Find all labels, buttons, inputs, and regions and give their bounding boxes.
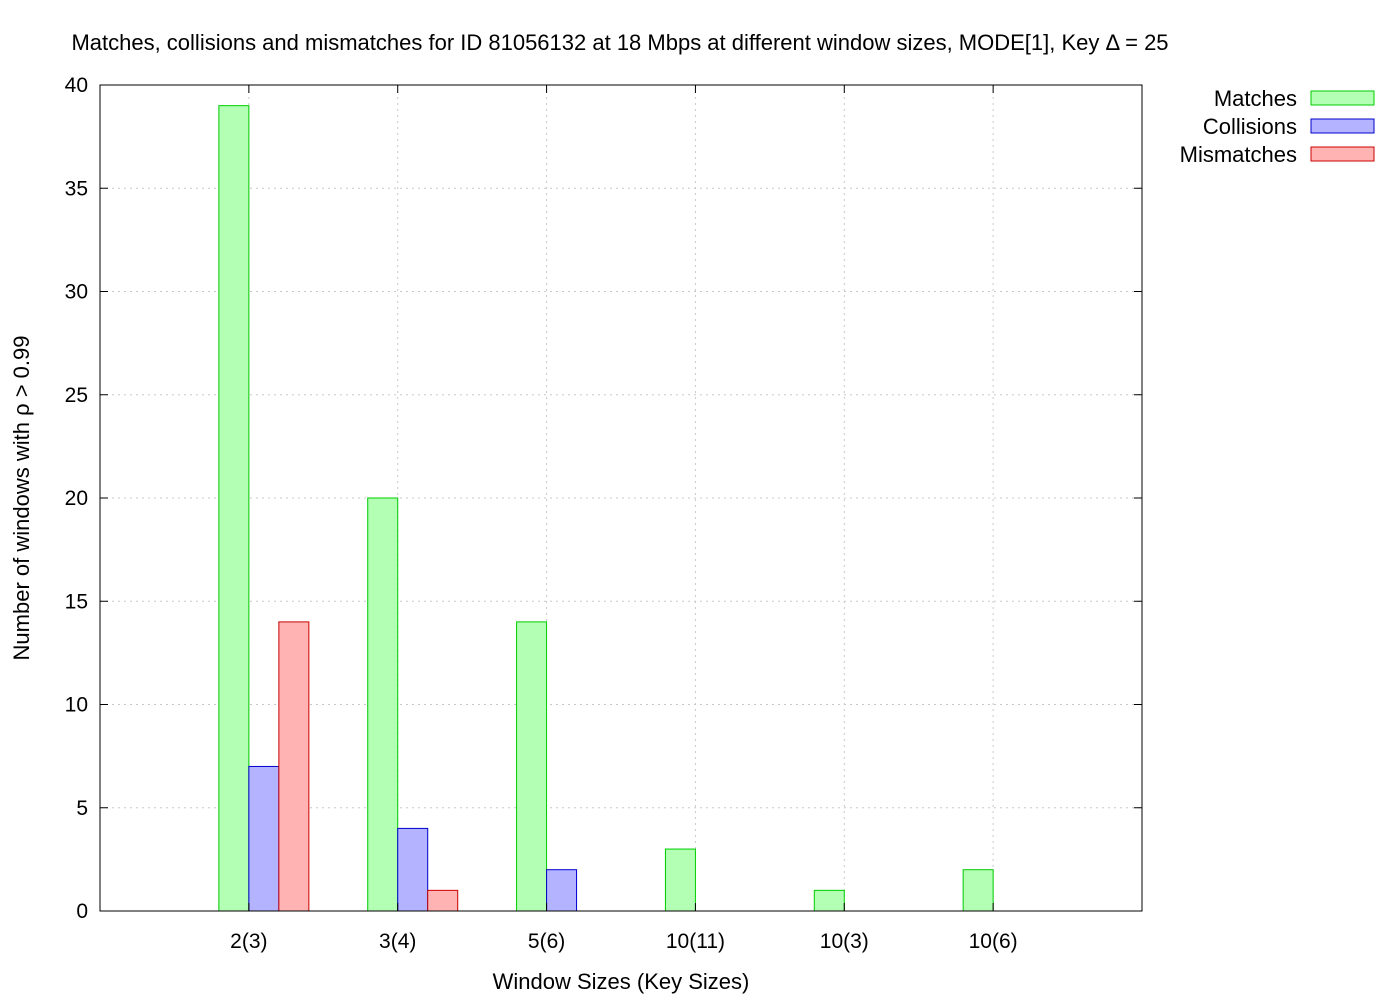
x-tick-label: 10(3) [820,930,869,953]
y-tick-label: 15 [65,590,88,613]
legend: Matches Collisions Mismatches [1180,86,1375,167]
bar-matches-2(3) [218,105,250,912]
y-tick-label: 25 [65,384,88,407]
y-tick-label: 10 [65,694,88,717]
y-axis: 0 5 10 15 20 25 30 35 40 [65,74,1142,923]
legend-swatch-collisions [1310,118,1375,134]
bar-mismatches-3(4) [427,889,459,912]
x-tick-label: 5(6) [528,930,565,953]
bar-matches-10(11) [664,848,696,912]
bar-mismatches-2(3) [278,621,310,912]
x-tick-label: 10(6) [969,930,1018,953]
y-tick-label: 35 [65,177,88,200]
chart-title: Matches, collisions and mismatches for I… [71,30,1168,55]
bar-matches-10(6) [962,869,994,912]
legend-label-collisions: Collisions [1203,114,1297,139]
legend-label-matches: Matches [1214,86,1297,111]
legend-swatch-matches [1310,90,1375,106]
bar-matches-10(3) [813,889,845,912]
y-tick-label: 0 [76,900,88,923]
bar-matches-3(4) [367,497,399,912]
x-axis-label: Window Sizes (Key Sizes) [493,969,750,994]
x-tick-label: 3(4) [379,930,416,953]
y-tick-label: 20 [65,487,88,510]
x-tick-label: 10(11) [666,930,725,953]
y-axis-label: Number of windows with ρ > 0.99 [9,336,34,661]
bar-collisions-5(6) [546,869,578,912]
y-tick-label: 5 [76,797,88,820]
x-axis: 2(3) 3(4) 5(6) 10(11) 10(3) 10(6) [230,85,1018,953]
bar-collisions-2(3) [248,765,280,912]
bar-collisions-3(4) [397,827,429,912]
bars [218,105,994,912]
legend-label-mismatches: Mismatches [1180,142,1297,167]
bar-matches-5(6) [516,621,548,912]
y-tick-label: 30 [65,281,88,304]
legend-swatch-mismatches [1310,146,1375,162]
x-tick-label: 2(3) [230,930,267,953]
y-tick-label: 40 [65,74,88,97]
